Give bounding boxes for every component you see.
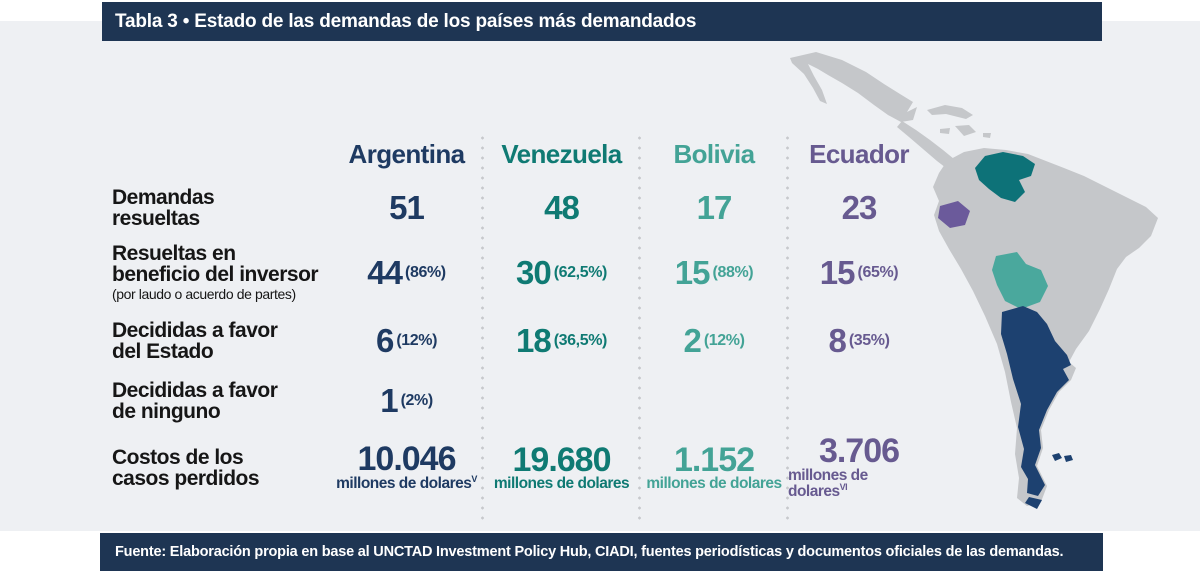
table-title: Tabla 3 • Estado de las demandas de los … bbox=[115, 10, 697, 32]
value-venezuela-inversor: 30 (62,5%) bbox=[516, 253, 607, 291]
column-divider-1 bbox=[481, 133, 484, 520]
title-bar: Tabla 3 • Estado de las demandas de los … bbox=[102, 2, 1102, 41]
corner-cell bbox=[112, 128, 330, 180]
map-falkland-islands bbox=[1052, 453, 1073, 462]
latin-america-map bbox=[790, 52, 1158, 509]
source-note: Fuente: Elaboración propia en base al UN… bbox=[115, 544, 1064, 560]
map-venezuela bbox=[975, 152, 1035, 202]
value-bolivia-demandas: 17 bbox=[696, 188, 733, 226]
footnote-marker-v: V bbox=[471, 474, 477, 485]
row-sublabel-laudo: (por laudo o acuerdo de partes) bbox=[112, 286, 296, 302]
value-bolivia-ninguno bbox=[640, 372, 788, 430]
column-header-argentina: Argentina bbox=[348, 138, 466, 169]
value-ecuador-estado: 8 (35%) bbox=[828, 322, 890, 359]
map-hispaniola bbox=[955, 125, 976, 136]
value-ecuador-costos: 3.706 millones de dolaresVI bbox=[788, 432, 900, 501]
map-argentina bbox=[1001, 306, 1071, 496]
column-header-bolivia: Bolivia bbox=[673, 138, 755, 169]
row-label-costos: Costos de los casos perdidos bbox=[112, 445, 260, 490]
footnote-marker-vi: VI bbox=[839, 482, 848, 493]
value-bolivia-estado: 2 (12%) bbox=[683, 322, 745, 359]
value-venezuela-ninguno bbox=[483, 372, 640, 430]
value-argentina-estado: 6 (12%) bbox=[375, 322, 438, 359]
value-venezuela-estado: 18 (36,5%) bbox=[516, 322, 607, 359]
map-ecuador bbox=[938, 201, 970, 228]
map-mexico bbox=[790, 52, 917, 122]
column-header-ecuador: Ecuador bbox=[809, 138, 909, 169]
map-bolivia bbox=[992, 252, 1048, 309]
map-cuba bbox=[927, 105, 973, 119]
value-venezuela-demandas: 48 bbox=[544, 188, 580, 226]
row-label-favor-ninguno: Decididas a favor de ninguno bbox=[112, 379, 278, 423]
value-bolivia-costos: 1.152 millones de dolares bbox=[646, 440, 782, 492]
map-tierra-del-fuego bbox=[1025, 497, 1042, 509]
value-argentina-inversor: 44 (86%) bbox=[367, 253, 446, 291]
value-ecuador-ninguno bbox=[788, 372, 930, 430]
column-header-venezuela: Venezuela bbox=[501, 138, 622, 169]
row-label-demandas-resueltas: Demandas resueltas bbox=[112, 185, 215, 230]
value-argentina-demandas: 51 bbox=[389, 188, 425, 226]
value-argentina-costos: 10.046 millones de dolaresV bbox=[336, 440, 477, 493]
source-bar: Fuente: Elaboración propia en base al UN… bbox=[100, 533, 1103, 571]
map-jamaica bbox=[940, 128, 950, 134]
value-argentina-ninguno: 1 (2%) bbox=[380, 382, 433, 419]
value-ecuador-demandas: 23 bbox=[841, 188, 878, 226]
column-divider-2 bbox=[638, 133, 641, 520]
value-venezuela-costos: 19.680 millones de dolares bbox=[493, 440, 630, 492]
claims-table: Argentina Venezuela Bolivia Ecuador Dema… bbox=[112, 128, 930, 505]
column-divider-3 bbox=[786, 133, 789, 520]
value-ecuador-inversor: 15 (65%) bbox=[819, 253, 899, 291]
row-label-resueltas-inversor: Resueltas en beneficio del inversor (por… bbox=[112, 242, 319, 302]
value-bolivia-inversor: 15 (88%) bbox=[674, 253, 754, 291]
row-label-favor-estado: Decididas a favor del Estado bbox=[112, 319, 278, 363]
map-puerto-rico bbox=[983, 133, 991, 138]
